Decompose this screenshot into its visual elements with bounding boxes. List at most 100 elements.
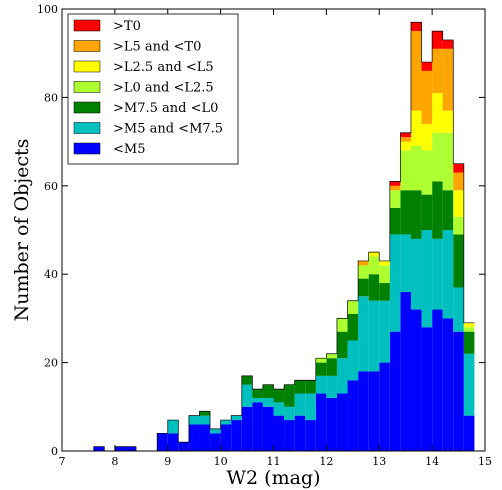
bar-segment: [336, 393, 348, 451]
x-tick-label: 7: [59, 455, 66, 468]
bar-segment: [421, 327, 433, 451]
bar-segment: [178, 442, 189, 451]
bar-segment: [294, 393, 306, 416]
legend-label: >M7.5 and <L0: [113, 101, 218, 116]
bar-segment: [220, 424, 232, 451]
legend-swatch: [73, 122, 101, 134]
bar-segment: [410, 22, 422, 32]
bar-segment: [389, 234, 401, 332]
bar-segment: [326, 353, 337, 359]
bar-segment: [453, 163, 464, 173]
bar-segment: [336, 358, 348, 394]
bar-segment: [379, 283, 390, 301]
legend-label: >T0: [113, 19, 141, 34]
bar-segment: [157, 433, 168, 451]
bar-segment: [410, 110, 422, 147]
bar-segment: [262, 384, 274, 398]
legend-label: <M5: [113, 142, 145, 157]
bar-segment: [336, 318, 348, 332]
bar-segment: [252, 397, 263, 403]
bar-segment: [220, 420, 232, 425]
y-tick-label: 20: [44, 357, 58, 370]
x-axis-label: W2 (mag): [227, 467, 321, 489]
bar-segment: [210, 433, 221, 451]
bar-segment: [379, 362, 390, 451]
bar-segment: [347, 300, 359, 314]
legend-label: >L0 and <L2.5: [113, 81, 214, 96]
bar-segment: [262, 406, 274, 451]
bar-segment: [421, 194, 433, 230]
bar-segment: [315, 375, 327, 394]
bar-segment: [463, 415, 475, 451]
bar-segment: [368, 252, 380, 257]
x-tick-label: 13: [372, 455, 386, 468]
bar-segment: [347, 313, 359, 341]
bar-segment: [389, 190, 401, 208]
bar-segment: [432, 31, 443, 49]
bar-segment: [379, 260, 390, 266]
legend-label: >M5 and <M7.5: [113, 122, 223, 137]
bar-segment: [389, 331, 401, 451]
bar-segment: [294, 380, 306, 394]
bar-segment: [432, 309, 443, 451]
bar-segment: [400, 141, 411, 151]
bar-segment: [410, 190, 422, 239]
bar-segment: [410, 238, 422, 310]
bar-segment: [432, 92, 443, 133]
bar-segment: [453, 190, 464, 217]
x-tick-label: 14: [425, 455, 439, 468]
bar-segment: [442, 48, 454, 111]
x-tick-label: 15: [478, 455, 492, 468]
bar-segment: [400, 291, 411, 451]
bar-segment: [442, 230, 454, 319]
axis-ticks: [61, 8, 486, 452]
bar-segment: [421, 62, 433, 71]
bar-segment: [400, 190, 411, 235]
bar-segment: [453, 234, 464, 288]
bar-segment: [210, 428, 221, 434]
bar-segment: [421, 123, 433, 151]
bar-segment: [358, 371, 369, 451]
bar-segment: [326, 397, 337, 451]
bar-segment: [326, 358, 337, 376]
bar-segment: [199, 424, 211, 451]
legend: >T0 >L5 and <T0 >L2.5 and <L5 >L0 and <L2.5…: [67, 13, 239, 165]
x-tick-label: 11: [267, 455, 281, 468]
bar-segment: [432, 132, 443, 182]
x-tick-label: 9: [164, 455, 171, 468]
bar-segment: [252, 389, 263, 398]
bar-segment: [273, 415, 285, 451]
bar-segment: [284, 406, 295, 421]
bar-segment: [199, 411, 211, 416]
y-tick-labels: 0 20 40 60 80 100: [37, 3, 58, 458]
bar-segment: [463, 322, 475, 328]
legend-swatch: [73, 81, 101, 93]
bar-segment: [368, 256, 380, 275]
legend-label: >L2.5 and <L5: [113, 60, 214, 75]
bar-segment: [389, 181, 401, 186]
bar-segment: [188, 424, 200, 451]
y-tick-label: 40: [44, 268, 58, 281]
bar-segment: [315, 393, 327, 451]
bar-segment: [231, 420, 242, 451]
bar-segment: [262, 397, 274, 407]
bar-segment: [358, 265, 369, 279]
x-tick-labels: 7 8 9 10 11 12 13 14 15: [59, 455, 493, 468]
bar-segment: [273, 389, 285, 403]
bar-segment: [241, 375, 253, 385]
bar-segment: [114, 446, 126, 451]
bar-segment: [400, 132, 411, 138]
bar-segment: [358, 260, 369, 266]
histogram-bars: [62, 21, 475, 452]
bar-segment: [231, 415, 242, 421]
bar-segment: [358, 296, 369, 372]
bar-segment: [432, 48, 443, 93]
bar-segment: [421, 70, 433, 124]
legend-label: >L5 and <T0: [113, 40, 201, 55]
bar-segment: [453, 172, 464, 191]
bar-segment: [463, 327, 475, 332]
x-tick-label: 10: [214, 455, 228, 468]
y-axis-label: Number of Objects: [11, 139, 33, 322]
y-tick-label: 0: [51, 445, 58, 458]
